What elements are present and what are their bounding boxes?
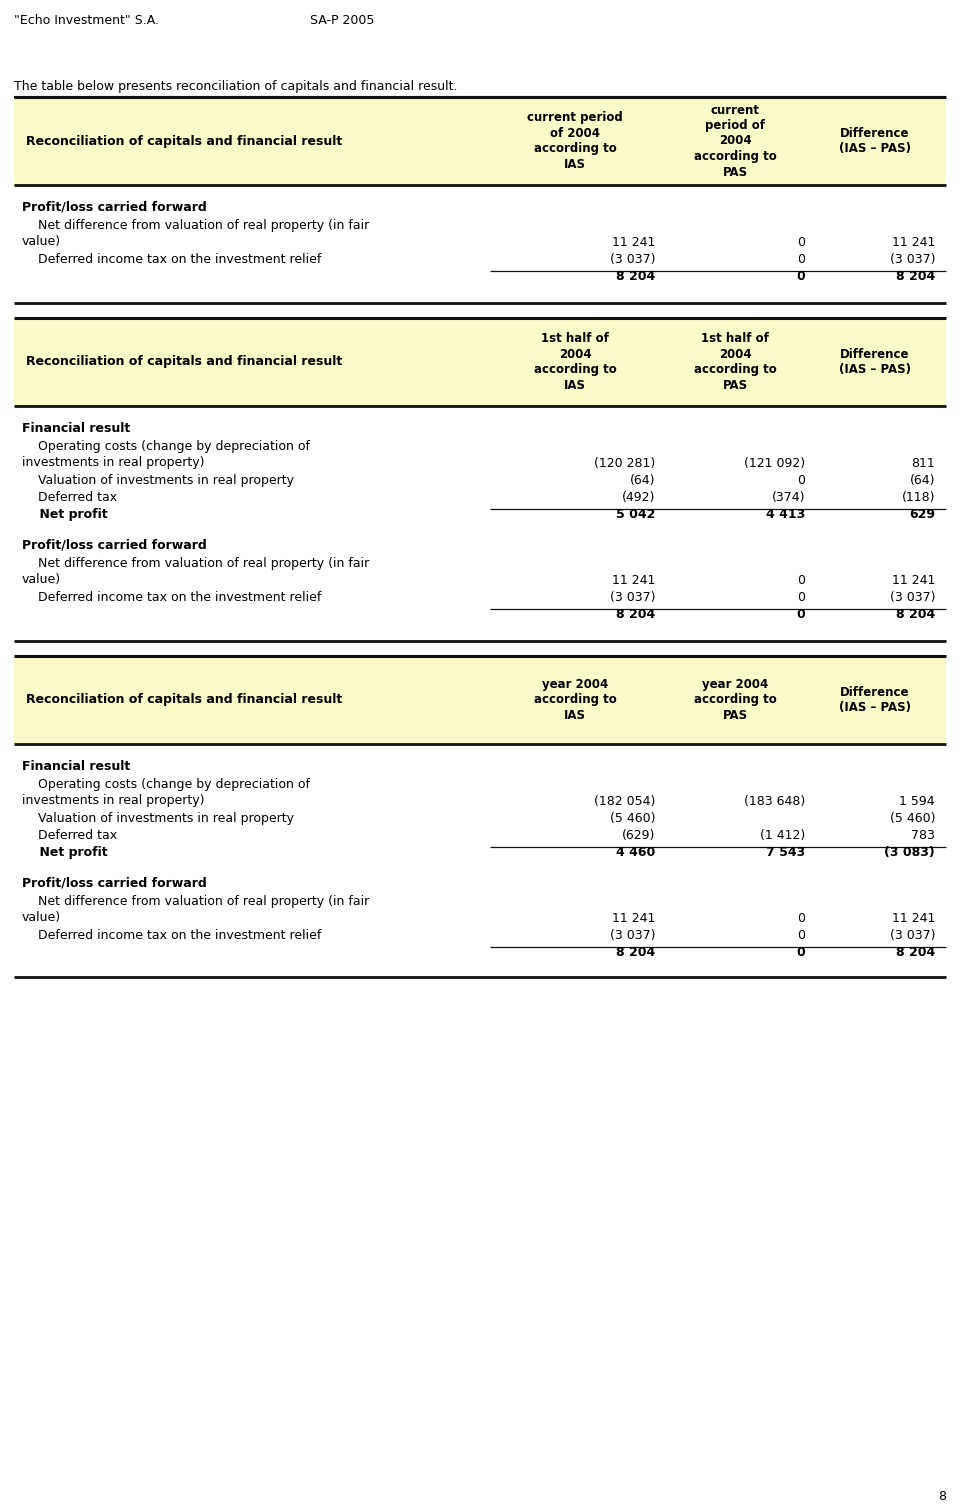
Text: (120 281): (120 281) [593,456,655,470]
Text: 11 241: 11 241 [892,913,935,925]
Text: (3 037): (3 037) [890,591,935,604]
Text: (121 092): (121 092) [744,456,805,470]
Text: (3 037): (3 037) [610,929,655,941]
Text: Financial result: Financial result [22,422,131,435]
Text: 11 241: 11 241 [612,574,655,586]
Text: SA-P 2005: SA-P 2005 [310,14,374,27]
Text: Valuation of investments in real property: Valuation of investments in real propert… [22,474,294,487]
Text: (374): (374) [772,491,805,505]
Text: Deferred tax: Deferred tax [22,830,117,842]
Text: 1 594: 1 594 [900,795,935,808]
Text: (3 037): (3 037) [890,929,935,941]
Text: Net profit: Net profit [22,846,108,858]
Text: 4 413: 4 413 [766,508,805,521]
Text: Net difference from valuation of real property (in fair
value): Net difference from valuation of real pr… [22,895,370,925]
Text: 4 460: 4 460 [615,846,655,858]
Text: 1st half of
2004
according to
PAS: 1st half of 2004 according to PAS [694,332,777,391]
Text: (182 054): (182 054) [593,795,655,808]
Text: 0: 0 [796,607,805,621]
Text: (492): (492) [622,491,655,505]
Text: Operating costs (change by depreciation of
investments in real property): Operating costs (change by depreciation … [22,778,310,807]
Text: (64): (64) [909,474,935,487]
Text: 0: 0 [797,913,805,925]
Text: 11 241: 11 241 [612,913,655,925]
Text: 8 204: 8 204 [615,607,655,621]
Bar [14,317,946,406]
Text: (629): (629) [622,830,655,842]
Text: 5 042: 5 042 [615,508,655,521]
Text: (183 648): (183 648) [744,795,805,808]
Text: Deferred tax: Deferred tax [22,491,117,505]
Text: Profit/loss carried forward: Profit/loss carried forward [22,876,206,890]
Text: 8 204: 8 204 [615,946,655,959]
Text: Net profit: Net profit [22,508,108,521]
Text: 629: 629 [909,508,935,521]
Bar [14,97,946,184]
Text: year 2004
according to
IAS: year 2004 according to IAS [534,678,616,722]
Text: 0: 0 [797,929,805,941]
Text: Deferred income tax on the investment relief: Deferred income tax on the investment re… [22,929,322,941]
Text: (3 037): (3 037) [890,252,935,266]
Text: 0: 0 [797,252,805,266]
Text: 0: 0 [796,946,805,959]
Text: (64): (64) [630,474,655,487]
Text: 8: 8 [938,1490,946,1503]
Bar [14,656,946,743]
Text: Difference
(IAS – PAS): Difference (IAS – PAS) [839,348,911,376]
Text: 7 543: 7 543 [766,846,805,858]
Text: Net difference from valuation of real property (in fair
value): Net difference from valuation of real pr… [22,558,370,586]
Text: 8 204: 8 204 [615,270,655,283]
Text: Valuation of investments in real property: Valuation of investments in real propert… [22,811,294,825]
Text: 11 241: 11 241 [612,236,655,249]
Text: Reconciliation of capitals and financial result: Reconciliation of capitals and financial… [26,694,343,707]
Text: Difference
(IAS – PAS): Difference (IAS – PAS) [839,686,911,715]
Text: Net difference from valuation of real property (in fair
value): Net difference from valuation of real pr… [22,219,370,248]
Text: 0: 0 [797,591,805,604]
Text: "Echo Investment" S.A.: "Echo Investment" S.A. [14,14,159,27]
Text: The table below presents reconciliation of capitals and financial result.: The table below presents reconciliation … [14,80,458,94]
Text: 783: 783 [911,830,935,842]
Text: (5 460): (5 460) [610,811,655,825]
Text: Deferred income tax on the investment relief: Deferred income tax on the investment re… [22,591,322,604]
Text: Deferred income tax on the investment relief: Deferred income tax on the investment re… [22,252,322,266]
Text: 811: 811 [911,456,935,470]
Text: 0: 0 [797,574,805,586]
Text: current
period of
2004
according to
PAS: current period of 2004 according to PAS [694,103,777,178]
Text: Reconciliation of capitals and financial result: Reconciliation of capitals and financial… [26,355,343,369]
Text: (1 412): (1 412) [759,830,805,842]
Text: (118): (118) [901,491,935,505]
Text: 0: 0 [797,474,805,487]
Text: Profit/loss carried forward: Profit/loss carried forward [22,201,206,215]
Text: (3 037): (3 037) [610,252,655,266]
Text: 11 241: 11 241 [892,574,935,586]
Text: Financial result: Financial result [22,760,131,774]
Text: Profit/loss carried forward: Profit/loss carried forward [22,539,206,552]
Text: Reconciliation of capitals and financial result: Reconciliation of capitals and financial… [26,134,343,148]
Text: 8 204: 8 204 [896,270,935,283]
Text: year 2004
according to
PAS: year 2004 according to PAS [694,678,777,722]
Text: 11 241: 11 241 [892,236,935,249]
Text: 1st half of
2004
according to
IAS: 1st half of 2004 according to IAS [534,332,616,391]
Text: (3 037): (3 037) [610,591,655,604]
Text: 0: 0 [797,236,805,249]
Text: Operating costs (change by depreciation of
investments in real property): Operating costs (change by depreciation … [22,440,310,468]
Text: (3 083): (3 083) [884,846,935,858]
Text: Difference
(IAS – PAS): Difference (IAS – PAS) [839,127,911,156]
Text: current period
of 2004
according to
IAS: current period of 2004 according to IAS [527,112,623,171]
Text: 0: 0 [796,270,805,283]
Text: 8 204: 8 204 [896,946,935,959]
Text: (5 460): (5 460) [890,811,935,825]
Text: 8 204: 8 204 [896,607,935,621]
